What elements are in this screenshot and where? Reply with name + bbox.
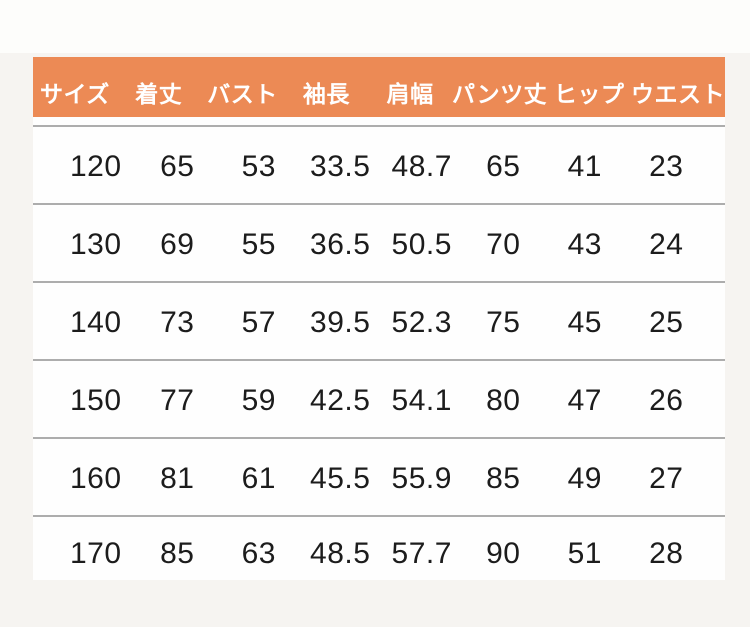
table-cell-pants-length: 65 — [486, 150, 521, 183]
table-cell-shoulder-width: 52.3 — [391, 306, 452, 339]
table-row: 140 73 57 39.5 52.3 75 45 25 — [33, 281, 725, 359]
table-cell-waist: 24 — [649, 228, 684, 261]
table-cell-hip: 43 — [567, 228, 602, 261]
table-row: 150 77 59 42.5 54.1 80 47 26 — [33, 359, 725, 437]
table-cell-waist: 28 — [649, 536, 684, 570]
column-header-sleeve-length: 袖長 — [302, 80, 350, 107]
table-cell-size: 160 — [69, 462, 122, 495]
table-cell-shoulder-width: 48.7 — [391, 150, 452, 183]
table-cell-bust: 57 — [241, 306, 276, 339]
size-chart-body: 120 65 53 33.5 48.7 65 41 23 130 69 55 36.5 50.5 70 43… — [33, 117, 725, 580]
table-cell-shoulder-width: 55.9 — [391, 462, 452, 495]
column-header-pants-length: パンツ丈 — [452, 80, 548, 107]
table-cell-hip: 45 — [567, 306, 602, 339]
size-chart-header-row: サイズ 着丈 バスト 袖長 肩幅 パンツ丈 ヒップ ウエスト — [33, 57, 725, 117]
column-header-size: サイズ — [39, 80, 110, 107]
column-header-hip: ヒップ — [553, 80, 625, 107]
table-cell-bust: 63 — [241, 536, 276, 570]
table-cell-sleeve-length: 36.5 — [310, 228, 371, 261]
table-cell-sleeve-length: 39.5 — [310, 306, 371, 339]
table-cell-size: 130 — [69, 228, 122, 261]
table-cell-size: 120 — [69, 150, 122, 183]
table-cell-waist: 26 — [649, 384, 684, 417]
table-cell-top-length: 65 — [160, 150, 195, 183]
size-chart-table: サイズ 着丈 バスト 袖長 肩幅 パンツ丈 ヒップ ウエスト 120 65 53 33.5 48.7 6… — [33, 57, 725, 580]
table-row: 170 85 63 48.5 57.7 90 51 28 — [33, 515, 725, 586]
table-cell-bust: 53 — [241, 150, 276, 183]
table-cell-top-length: 85 — [160, 536, 195, 570]
column-header-shoulder-width: 肩幅 — [386, 80, 434, 107]
table-cell-sleeve-length: 33.5 — [310, 150, 371, 183]
table-row: 130 69 55 36.5 50.5 70 43 24 — [33, 203, 725, 281]
table-cell-bust: 55 — [241, 228, 276, 261]
table-cell-size: 150 — [69, 384, 122, 417]
table-row: 160 81 61 45.5 55.9 85 49 27 — [33, 437, 725, 515]
table-cell-hip: 49 — [567, 462, 602, 495]
top-white-strip — [0, 0, 750, 53]
table-cell-sleeve-length: 45.5 — [310, 462, 371, 495]
table-cell-hip: 51 — [567, 536, 602, 570]
table-cell-top-length: 73 — [160, 306, 195, 339]
table-cell-size: 140 — [69, 306, 122, 339]
table-cell-top-length: 81 — [160, 462, 195, 495]
table-cell-waist: 27 — [649, 462, 684, 495]
table-cell-top-length: 77 — [160, 384, 195, 417]
table-cell-sleeve-length: 42.5 — [310, 384, 371, 417]
table-cell-waist: 25 — [649, 306, 684, 339]
column-header-bust: バスト — [207, 80, 278, 107]
table-cell-top-length: 69 — [160, 228, 195, 261]
table-cell-pants-length: 85 — [486, 462, 521, 495]
table-cell-size: 170 — [69, 536, 122, 570]
table-cell-waist: 23 — [649, 150, 684, 183]
table-cell-sleeve-length: 48.5 — [310, 536, 371, 570]
column-header-top-length: 着丈 — [135, 80, 183, 107]
table-cell-shoulder-width: 57.7 — [391, 536, 452, 570]
table-cell-hip: 47 — [567, 384, 602, 417]
table-cell-shoulder-width: 54.1 — [391, 384, 452, 417]
table-cell-bust: 61 — [241, 462, 276, 495]
table-cell-hip: 41 — [567, 150, 602, 183]
table-cell-pants-length: 75 — [486, 306, 521, 339]
table-cell-pants-length: 70 — [486, 228, 521, 261]
table-row: 120 65 53 33.5 48.7 65 41 23 — [33, 125, 725, 203]
table-cell-pants-length: 80 — [486, 384, 521, 417]
table-cell-shoulder-width: 50.5 — [391, 228, 452, 261]
column-header-waist: ウエスト — [630, 80, 725, 107]
table-cell-bust: 59 — [241, 384, 276, 417]
table-cell-pants-length: 90 — [486, 536, 521, 570]
